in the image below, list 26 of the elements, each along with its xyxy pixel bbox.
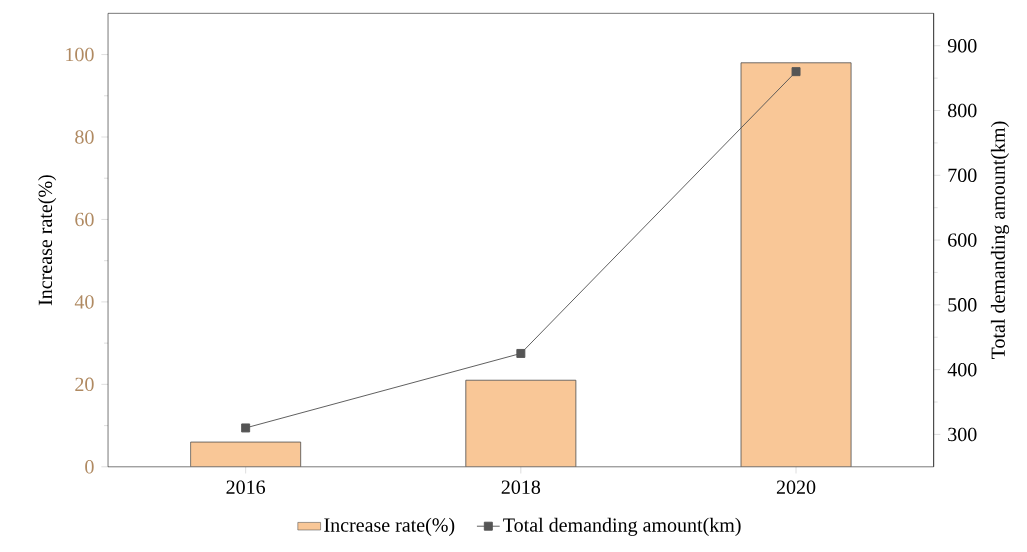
x-tick-label: 2020 — [776, 480, 816, 494]
y-tick-label: 60 — [75, 212, 94, 227]
y2-tick-label: 800 — [948, 103, 977, 118]
y2-tick-label: 900 — [947, 38, 977, 53]
x-tick-label: 2018 — [501, 480, 541, 494]
bar — [740, 62, 852, 467]
y2-tick-label: 300 — [948, 427, 977, 442]
y2-tick-label: 700 — [948, 168, 977, 182]
y-tick-label: 80 — [75, 130, 94, 144]
legend-label: Total demanding amount(km) — [503, 517, 741, 536]
point — [516, 348, 526, 358]
bar — [465, 379, 577, 467]
y2-tick-label: 600 — [948, 233, 977, 247]
y2-tick-label: 400 — [947, 362, 977, 377]
y2-axis-title: Total demanding amount(km) — [990, 121, 1010, 359]
bar — [190, 441, 302, 467]
y-tick-label: 0 — [85, 459, 94, 474]
y2-tick-label: 500 — [948, 298, 977, 312]
y-tick-label: 20 — [75, 377, 94, 392]
point — [791, 67, 801, 77]
y-tick-label: 40 — [74, 295, 94, 309]
point — [241, 423, 251, 433]
legend-label: Increase rate(%) — [324, 517, 455, 536]
y-axis-title: Increase rate(%) — [38, 175, 57, 306]
y-tick-label: 100 — [66, 47, 94, 62]
x-tick-label: 2016 — [226, 480, 266, 494]
